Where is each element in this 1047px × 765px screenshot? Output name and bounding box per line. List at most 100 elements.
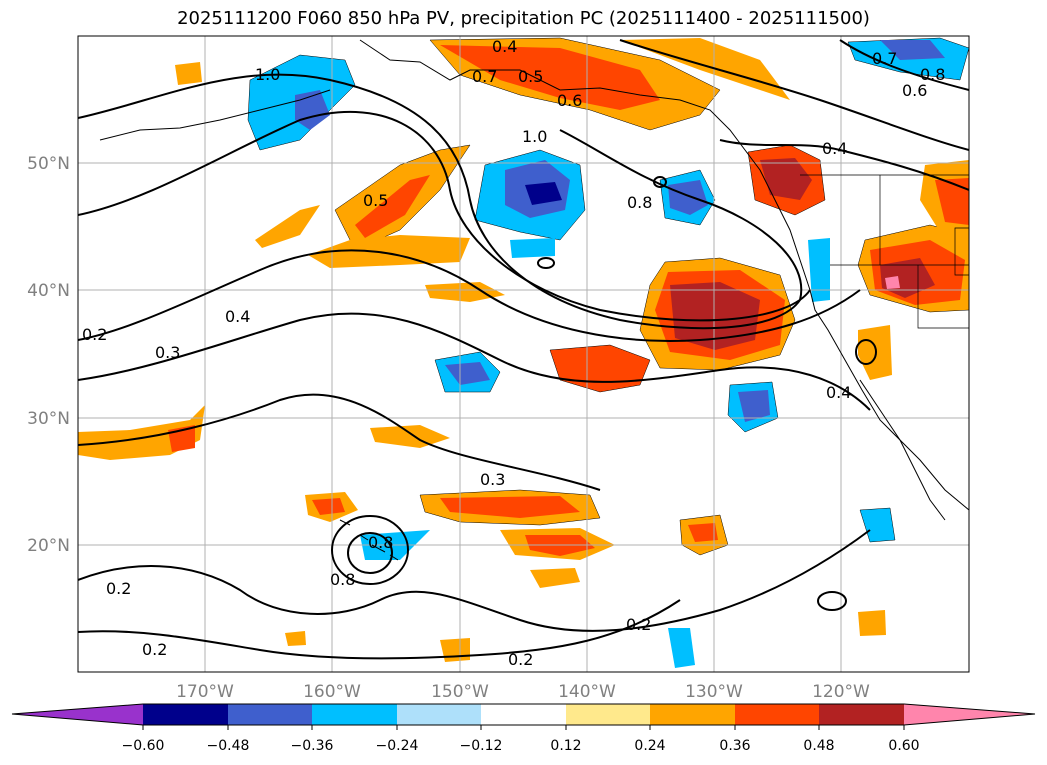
colorbar-tick-label: −0.36 <box>291 738 334 754</box>
contour-label: 0.5 <box>363 191 388 210</box>
pv-contour-closed <box>537 257 555 269</box>
colorbar-segment <box>650 704 735 725</box>
pv-contours <box>78 39 969 660</box>
contour-label: 0.4 <box>822 139 847 158</box>
lon-label: 160°W <box>303 682 361 702</box>
contour-label: 0.2 <box>106 579 131 598</box>
colorbar-tick-label: 0.48 <box>803 738 834 754</box>
pv-contour-closed <box>817 591 847 611</box>
precip-blob-negative-strong <box>738 390 770 422</box>
precip-blob-positive <box>440 638 470 662</box>
contour-label: 0.8 <box>920 65 945 84</box>
contour-label: 0.4 <box>826 383 851 402</box>
pv-contour-closed <box>855 339 877 365</box>
coastline-north-america <box>359 39 969 511</box>
contour-label: 0.5 <box>518 67 543 86</box>
precip-blob-positive <box>308 235 470 268</box>
pv-contour <box>78 73 803 330</box>
colorbar-segment <box>566 704 650 725</box>
contour-label: 0.4 <box>492 37 517 56</box>
precip-blob-positive <box>425 282 505 302</box>
colorbar-segment <box>481 704 566 725</box>
contour-label: 1.0 <box>255 65 280 84</box>
precip-blob-negative-strong <box>295 90 330 130</box>
contour-label: 0.2 <box>142 640 167 659</box>
colorbar-tick-label: −0.60 <box>122 738 165 754</box>
precip-blob-positive <box>175 62 202 85</box>
coastline-baja <box>859 379 946 521</box>
contour-label: 0.2 <box>626 615 651 634</box>
precip-blob-strong <box>440 45 660 110</box>
precip-blob-negative-strong <box>880 40 945 60</box>
precip-blob-negative-strong <box>445 362 490 385</box>
colorbar: −0.60 −0.48 −0.36 −0.24 −0.12 0.12 0.24 … <box>11 703 1036 754</box>
precip-blob-positive <box>255 205 320 248</box>
contour-label: 0.8 <box>627 193 652 212</box>
pv-contour-closed <box>347 532 393 574</box>
precip-blob-positive <box>370 425 450 448</box>
precip-blob-negative <box>668 628 695 668</box>
precip-blob-strong <box>440 496 580 518</box>
colorbar-ticks <box>142 725 905 730</box>
contour-label: 0.8 <box>330 570 355 589</box>
precip-fill-layer <box>78 37 969 668</box>
contour-label: 0.7 <box>872 49 897 68</box>
precip-blob-positive <box>858 610 886 636</box>
lon-label: 150°W <box>431 682 489 702</box>
contour-label: 0.8 <box>368 533 393 552</box>
precip-blob-strong <box>935 178 969 225</box>
pv-contour <box>619 39 969 151</box>
lon-label: 170°W <box>176 682 234 702</box>
pv-contour <box>839 39 969 91</box>
coastline-aleutians <box>99 89 331 141</box>
contour-label: 0.7 <box>472 67 497 86</box>
colorbar-tick-label: −0.12 <box>460 738 503 754</box>
contour-label: 0.2 <box>508 650 533 669</box>
coastlines <box>99 39 969 561</box>
map-frame <box>77 35 970 673</box>
colorbar-segment <box>819 704 904 725</box>
precip-blob-strong <box>312 498 345 515</box>
colorbar-segment <box>228 704 312 725</box>
pv-contour <box>78 529 871 632</box>
lat-label: 20°N <box>27 536 70 556</box>
state-borders <box>800 174 969 329</box>
colorbar-segment <box>735 704 819 725</box>
colorbar-tick-label: −0.48 <box>207 738 250 754</box>
colorbar-segment <box>397 704 481 725</box>
contour-label: 0.3 <box>155 343 180 362</box>
colorbar-tick-label: 0.24 <box>634 738 665 754</box>
contour-labels: 1.0 0.4 0.5 0.7 0.6 1.0 0.4 0.8 0.7 0.8 … <box>82 37 945 669</box>
lat-labels: 50°N 40°N 30°N 20°N <box>27 154 70 556</box>
precip-blob-very-strong <box>670 282 760 350</box>
contour-label: 0.4 <box>225 307 250 326</box>
lon-label: 140°W <box>558 682 616 702</box>
colorbar-segment <box>12 704 143 725</box>
pv-contour <box>78 312 871 411</box>
pv-contour-closed <box>331 515 409 585</box>
colorbar-segment <box>312 704 397 725</box>
pv-contour <box>78 599 681 660</box>
colorbar-segment <box>904 704 1035 725</box>
pv-contour-closed <box>653 176 667 188</box>
precip-blob-very-strong <box>760 158 812 200</box>
contour-label: 0.6 <box>902 81 927 100</box>
colorbar-segment <box>143 704 228 725</box>
coastline-hawaii <box>339 519 399 561</box>
colorbar-tick-label: 0.12 <box>550 738 581 754</box>
lat-label: 40°N <box>27 281 70 301</box>
precip-blob-negative-max <box>525 182 562 205</box>
precip-blob-negative-strong <box>668 180 708 215</box>
precip-blob-max <box>885 276 900 289</box>
contour-label: 0.2 <box>82 325 107 344</box>
precip-blob-negative <box>510 238 555 258</box>
lat-label: 30°N <box>27 409 70 429</box>
pv-contour <box>78 393 601 491</box>
precip-blob-positive <box>530 568 580 588</box>
contour-label: 1.0 <box>522 127 547 146</box>
colorbar-tick-label: 0.60 <box>888 738 919 754</box>
contour-label: 0.6 <box>557 91 582 110</box>
lon-labels: 170°W 160°W 150°W 140°W 130°W 120°W <box>176 682 870 702</box>
lon-label: 120°W <box>812 682 870 702</box>
